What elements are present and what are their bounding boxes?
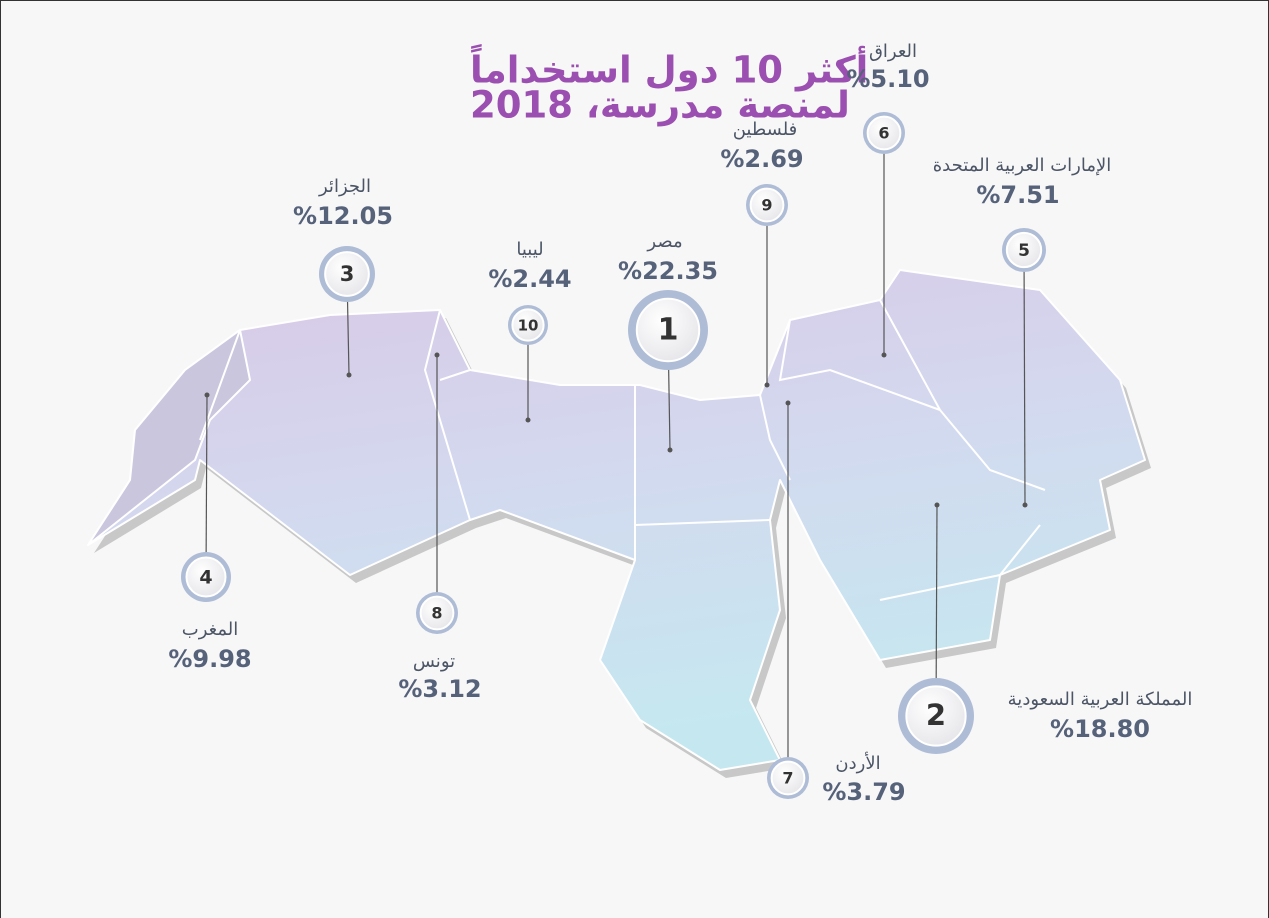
rank: 8 [431, 604, 442, 623]
country-value: %3.79 [822, 778, 905, 806]
rank: 5 [1018, 241, 1030, 261]
anchor-dot [667, 447, 673, 453]
country-name: المملكة العربية السعودية [1008, 689, 1193, 710]
bubble [1005, 231, 1043, 269]
title-line: أكثر 10 دول استخداماً [470, 43, 868, 91]
anchor-dot [881, 352, 887, 358]
leader-line [1023, 249, 1026, 506]
country-items: 1 مصر %22.35 2 المملكة العربية السعودية %18.8… [168, 41, 1192, 806]
rank: 2 [926, 698, 946, 732]
country-name: مصر [646, 231, 682, 252]
anchor-dot [204, 392, 210, 398]
country-value: %9.98 [168, 645, 251, 673]
anchor-dot [346, 372, 352, 378]
country-value: %7.51 [976, 181, 1059, 209]
rank: 9 [761, 196, 772, 215]
country-name: الإمارات العربية المتحدة [933, 155, 1112, 176]
rank: 3 [340, 262, 355, 286]
leader-line [205, 394, 208, 578]
bubble [419, 595, 455, 631]
rank: 7 [782, 769, 793, 788]
bubble [185, 556, 227, 598]
country-name: العراق [869, 41, 917, 62]
anchor-dot [434, 352, 440, 358]
bubble [905, 685, 967, 747]
rank: 6 [878, 124, 889, 143]
bubble [749, 187, 785, 223]
bubble [324, 251, 370, 297]
country-name: الأردن [835, 752, 880, 774]
rank: 10 [518, 317, 539, 335]
country-name: الجزائر [318, 176, 371, 197]
country-name: فلسطين [733, 119, 798, 140]
anchor-dot [764, 382, 770, 388]
bubble [635, 297, 701, 363]
bubble [770, 760, 806, 796]
country-value: %5.10 [846, 65, 929, 93]
rank: 1 [658, 313, 679, 348]
country-value: %2.44 [488, 265, 571, 293]
country-value: %12.05 [293, 202, 393, 230]
anchor-dot [1022, 502, 1028, 508]
country-name: ليبيا [516, 239, 543, 260]
anchor-dot [785, 400, 791, 406]
country-name: المغرب [182, 619, 238, 640]
title-line: لمنصة مدرسة، 2018 [470, 84, 850, 127]
anchor-dot [934, 502, 940, 508]
country-value: %18.80 [1050, 715, 1150, 743]
map [87, 269, 1151, 778]
country-value: %22.35 [618, 257, 718, 285]
rank: 4 [199, 567, 212, 589]
anchor-dot [525, 417, 531, 423]
country-name: تونس [413, 651, 455, 672]
country-value: %2.69 [720, 145, 803, 173]
bubble [511, 308, 545, 342]
bubble [866, 115, 902, 151]
country-value: %3.12 [398, 675, 481, 703]
